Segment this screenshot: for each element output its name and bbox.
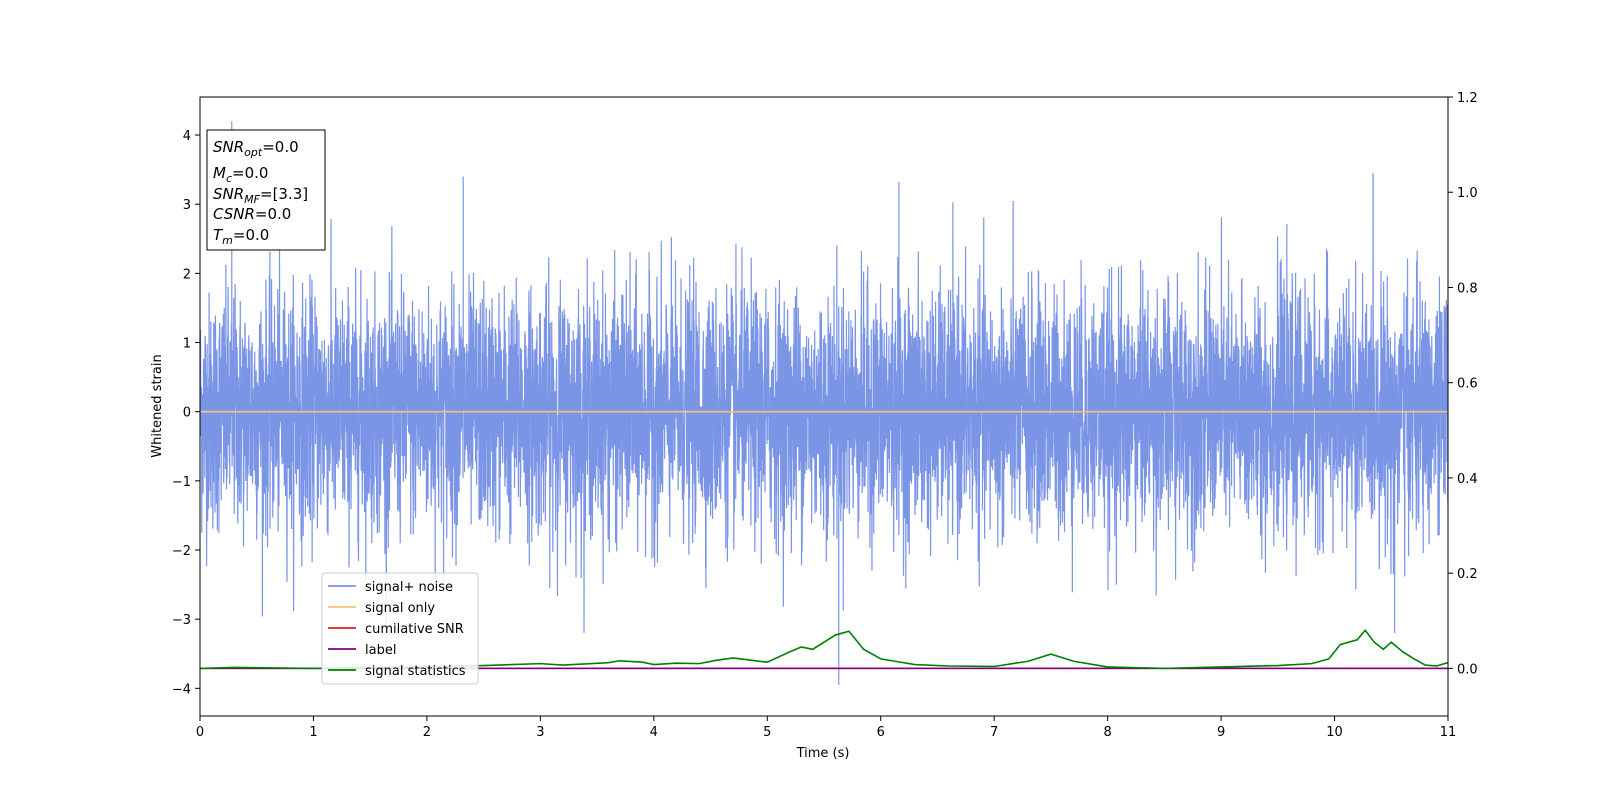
x-tick-label: 8 xyxy=(1103,725,1111,740)
y-tick-label: −4 xyxy=(172,682,191,697)
y-tick-label: 3 xyxy=(183,198,191,213)
x-tick-label: 9 xyxy=(1217,725,1225,740)
y2-tick-label: 1.0 xyxy=(1457,186,1478,201)
y-axis-right: 0.0 0.2 0.4 0.6 0.8 1.0 1.2 xyxy=(1448,91,1478,677)
info-box: SNRopt=0.0 Mc=0.0 SNRMF=[3.3] CSNR=0.0 T… xyxy=(206,129,326,251)
legend-frame xyxy=(321,572,479,685)
x-tick-label: 10 xyxy=(1326,725,1343,740)
y2-tick-label: 0.8 xyxy=(1457,281,1478,296)
y-axis-label: Whitened strain xyxy=(150,354,165,457)
x-tick-label: 5 xyxy=(763,725,771,740)
x-axis: 0 1 2 3 4 5 6 7 8 9 10 11 xyxy=(196,716,1456,740)
info-box-frame xyxy=(206,129,326,251)
y-tick-label: −2 xyxy=(172,544,191,559)
x-tick-label: 0 xyxy=(196,725,204,740)
y-tick-label: 2 xyxy=(183,267,191,282)
info-csnr: CSNR=0.0 xyxy=(213,205,291,223)
legend: signal+ noise signal only cumilative SNR la… xyxy=(321,572,479,685)
y2-tick-label: 0.2 xyxy=(1457,567,1478,582)
info-mc: Mc=0.0 xyxy=(213,164,268,185)
x-axis-label: Time (s) xyxy=(796,746,850,761)
x-tick-label: 11 xyxy=(1440,725,1457,740)
y-tick-label: 4 xyxy=(183,129,191,144)
y2-tick-label: 0.0 xyxy=(1457,662,1478,677)
y-tick-label: 1 xyxy=(183,337,191,352)
axes-frame xyxy=(199,96,1449,717)
info-tm: Tm=0.0 xyxy=(213,226,269,247)
info-snr-mf: SNRMF=[3.3] xyxy=(213,185,308,206)
y-tick-label: −1 xyxy=(172,475,191,490)
x-tick-label: 7 xyxy=(990,725,998,740)
y-tick-label: 0 xyxy=(183,406,191,421)
x-tick-label: 1 xyxy=(309,725,317,740)
legend-label: signal only xyxy=(365,601,435,616)
legend-label: signal statistics xyxy=(365,664,466,679)
x-tick-label: 6 xyxy=(877,725,885,740)
legend-label: cumilative SNR xyxy=(365,622,464,637)
legend-label: signal+ noise xyxy=(365,580,453,595)
x-tick-label: 3 xyxy=(536,725,544,740)
y2-tick-label: 1.2 xyxy=(1457,91,1478,106)
y2-tick-label: 0.6 xyxy=(1457,377,1478,392)
y-tick-label: −3 xyxy=(172,613,191,628)
x-tick-label: 2 xyxy=(423,725,431,740)
series-signal-noise xyxy=(200,121,1448,685)
series-signal-statistics xyxy=(200,629,1448,670)
y2-tick-label: 0.4 xyxy=(1457,472,1478,487)
legend-label: label xyxy=(365,643,396,658)
info-snr-opt: SNRopt=0.0 xyxy=(213,138,299,159)
x-tick-label: 4 xyxy=(650,725,658,740)
y-axis-left: −4 −3 −2 −1 0 1 2 3 4 xyxy=(172,129,200,697)
